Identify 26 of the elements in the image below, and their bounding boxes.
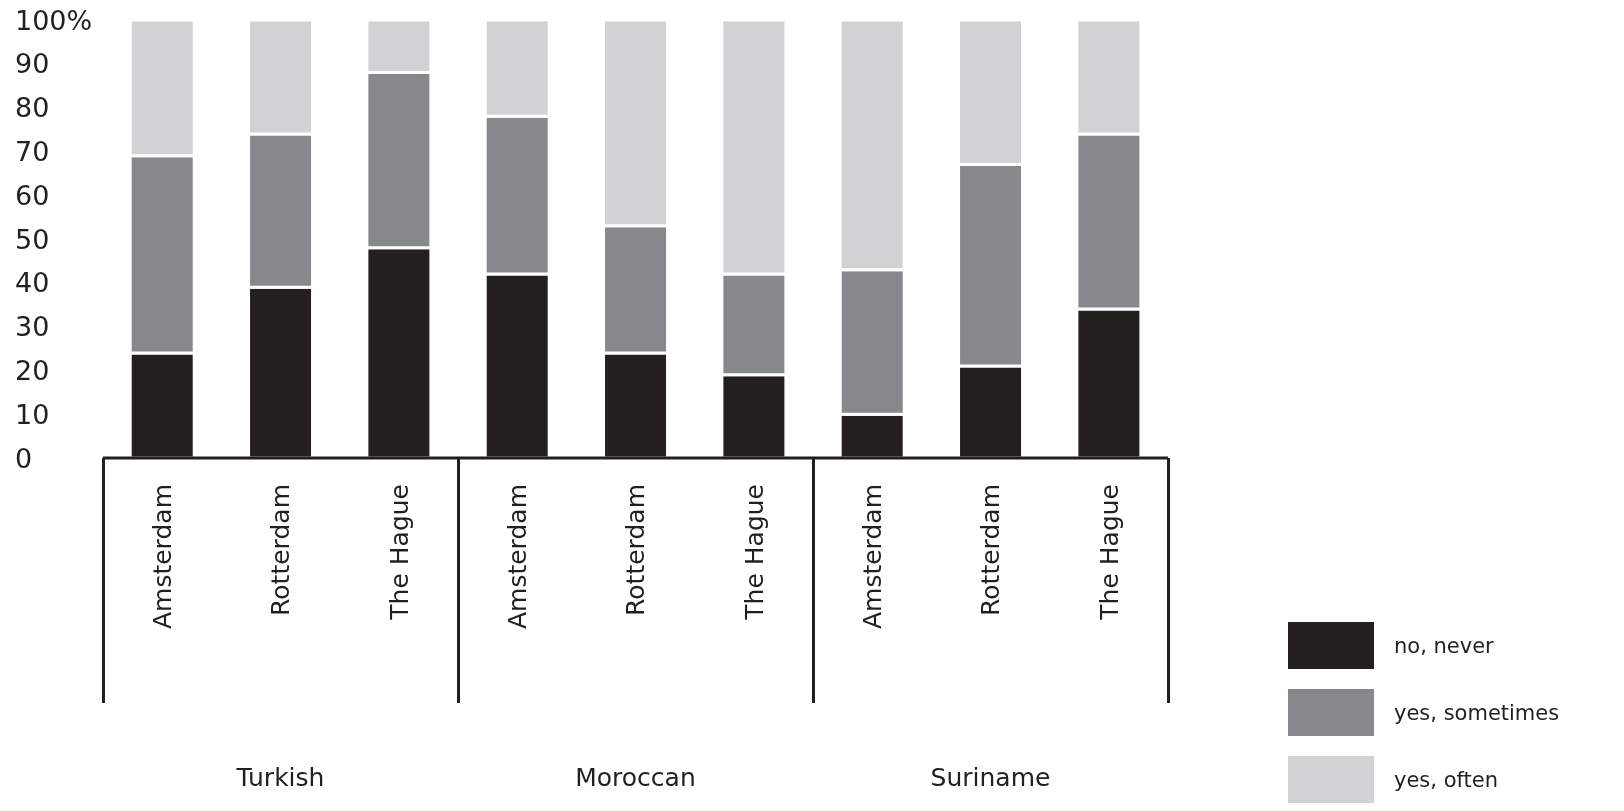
x-tick-label: Rotterdam	[266, 484, 296, 616]
x-tick-label: The Hague	[384, 484, 414, 621]
x-tick-label: The Hague	[739, 484, 769, 621]
x-tick-label: Rotterdam	[976, 484, 1006, 616]
y-tick-label: 0	[15, 442, 33, 474]
x-tick-label: Amsterdam	[147, 484, 177, 630]
x-tick-label: The Hague	[1094, 484, 1124, 621]
x-tick-label: Amsterdam	[857, 484, 887, 630]
y-tick-label: 30	[15, 311, 50, 343]
y-tick-label: 40	[15, 267, 50, 299]
y-tick-label: 100%	[15, 4, 93, 36]
y-tick-label: 80	[15, 92, 50, 124]
x-tick-label: Amsterdam	[502, 484, 532, 630]
text: Turkish	[235, 763, 326, 792]
y-tick-label: 70	[15, 135, 50, 167]
legend-label: yes, often	[1394, 767, 1498, 792]
text: Moroccan	[574, 763, 697, 792]
y-tick-label: 90	[15, 48, 50, 80]
y-tick-label: 60	[15, 179, 50, 211]
y-tick-label: 20	[15, 354, 50, 386]
y-tick-label: 10	[15, 398, 50, 430]
text: Suriname	[929, 763, 1052, 792]
legend-label: no, never	[1394, 633, 1494, 658]
y-tick-label: 50	[15, 223, 50, 255]
x-tick-label: Rotterdam	[621, 484, 651, 616]
legend-label: yes, sometimes	[1394, 700, 1560, 725]
